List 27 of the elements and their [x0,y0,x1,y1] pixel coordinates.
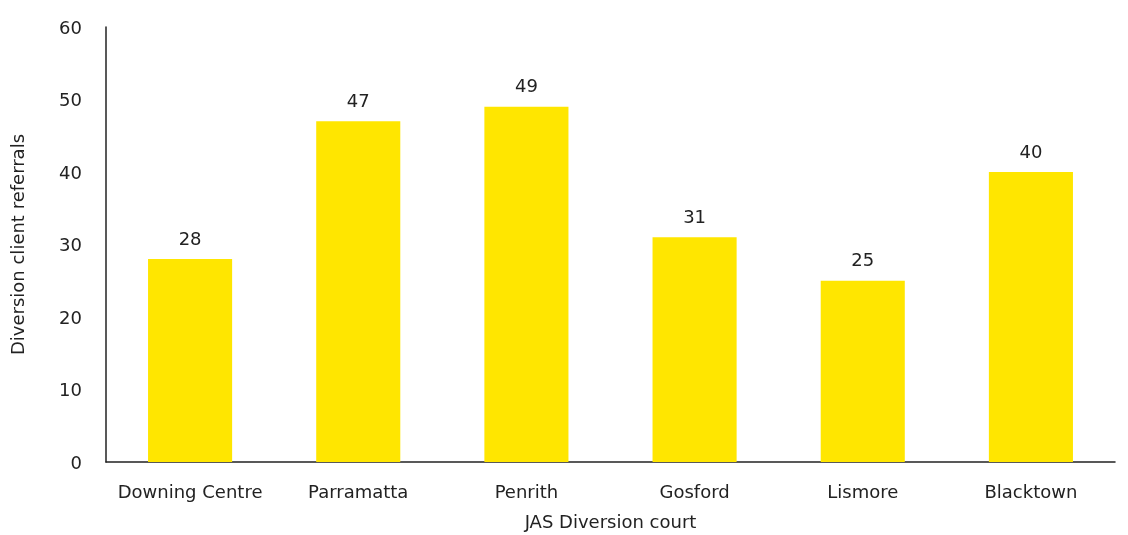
bar [316,121,401,462]
data-label: 25 [851,249,875,271]
data-label: 49 [514,75,538,97]
y-tick-label: 40 [59,161,82,183]
data-label: 31 [683,205,707,227]
y-tick-label: 10 [59,379,82,400]
bar [484,106,569,462]
bar [148,259,233,462]
data-label: 47 [346,89,370,111]
y-tick-label: 20 [59,306,82,328]
y-tick-label: 60 [59,16,82,38]
bar [652,237,737,462]
y-tick-label: 30 [59,234,82,255]
x-axis-title: JAS Diversion court [523,510,697,532]
data-label: 40 [1019,140,1043,162]
x-tick-label: Lismore [827,480,899,502]
x-tick-label: Gosford [659,480,730,502]
x-tick-label: Downing Centre [117,480,263,502]
x-tick-label: Blacktown [984,480,1078,502]
bar [988,172,1073,462]
y-tick-label: 0 [70,451,82,473]
bar [820,280,905,462]
x-tick-label: Parramatta [308,480,409,502]
data-label: 28 [178,227,202,249]
y-tick-label: 50 [59,89,82,110]
y-axis-title: Diversion client referrals [6,133,28,356]
x-tick-label: Penrith [494,480,559,502]
